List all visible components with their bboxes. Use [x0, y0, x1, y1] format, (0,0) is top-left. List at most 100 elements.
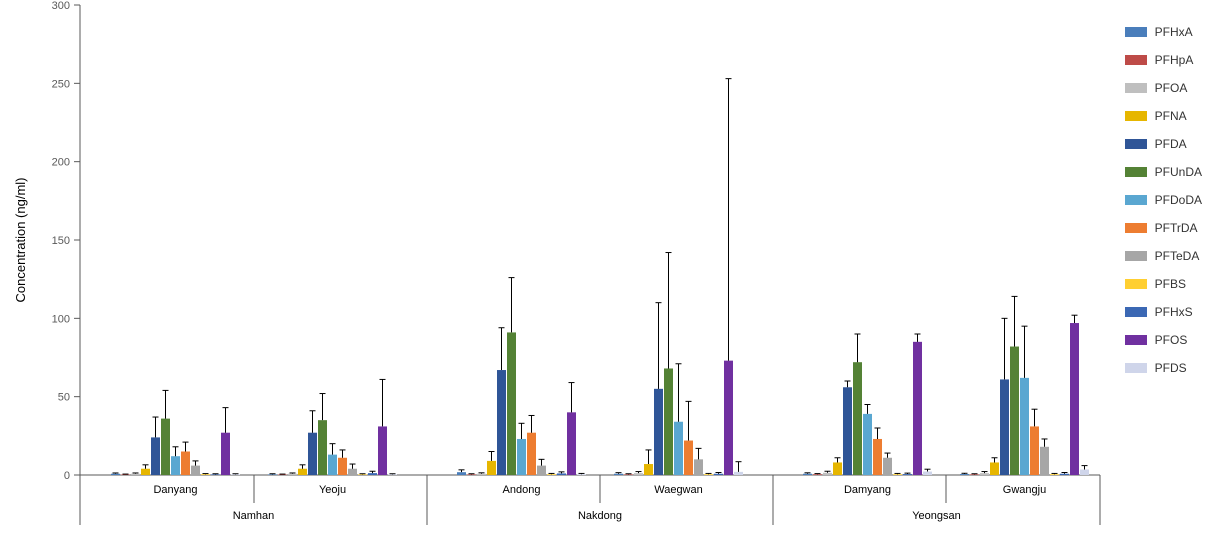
bar [467, 474, 476, 475]
bar [1060, 474, 1069, 475]
bar [477, 474, 486, 475]
y-axis-label: Concentration (ng/ml) [13, 178, 28, 303]
site-label: Danyang [153, 484, 197, 496]
bar [1010, 347, 1019, 475]
bar [527, 433, 536, 475]
legend-swatch [1125, 223, 1147, 233]
bar [507, 332, 516, 475]
bar [348, 469, 357, 475]
y-tick: 0 [64, 470, 70, 482]
site-label: Damyang [844, 484, 891, 496]
bar [171, 456, 180, 475]
bar [823, 473, 832, 475]
y-tick: 200 [52, 157, 70, 169]
legend-label: PFDA [1155, 132, 1187, 156]
legend-item: PFTeDA [1125, 244, 1202, 268]
group-label: Yeongsan [912, 510, 961, 522]
bar [704, 474, 713, 475]
bar [624, 474, 633, 475]
legend-swatch [1125, 111, 1147, 121]
bar [913, 342, 922, 475]
bar [1040, 447, 1049, 475]
legend-item: PFBS [1125, 272, 1202, 296]
bar [803, 474, 812, 475]
bar [1080, 470, 1089, 475]
legend-item: PFNA [1125, 104, 1202, 128]
site-label: Andong [503, 484, 541, 496]
legend-label: PFDS [1155, 356, 1187, 380]
bar [487, 461, 496, 475]
bar [358, 474, 367, 475]
bar [694, 459, 703, 475]
bar [674, 422, 683, 475]
legend-swatch [1125, 83, 1147, 93]
legend-swatch [1125, 335, 1147, 345]
bar [221, 433, 230, 475]
bar [1000, 379, 1009, 475]
bar [863, 414, 872, 475]
legend-item: PFDA [1125, 132, 1202, 156]
bar [664, 368, 673, 475]
bar [714, 474, 723, 475]
bar [141, 469, 150, 475]
legend-label: PFBS [1155, 272, 1186, 296]
bar [960, 474, 969, 475]
legend-item: PFHxS [1125, 300, 1202, 324]
bar [734, 472, 743, 475]
chart-container: 050100150200250300Concentration (ng/ml)D… [0, 0, 1232, 545]
legend-label: PFTrDA [1155, 216, 1198, 240]
bar [893, 474, 902, 475]
bar [903, 474, 912, 475]
bar [970, 474, 979, 475]
bar [1020, 378, 1029, 475]
bar [684, 441, 693, 475]
bar [268, 474, 277, 475]
bar [724, 361, 733, 475]
bar [557, 473, 566, 475]
bar [547, 474, 556, 475]
legend-item: PFDoDA [1125, 188, 1202, 212]
bar [813, 474, 822, 475]
legend-swatch [1125, 167, 1147, 177]
group-label: Nakdong [578, 510, 622, 522]
bar [288, 474, 297, 475]
bar [318, 420, 327, 475]
bar [308, 433, 317, 475]
bar [634, 473, 643, 475]
bar [577, 474, 586, 475]
bar [654, 389, 663, 475]
y-tick: 250 [52, 78, 70, 90]
y-tick: 50 [58, 392, 70, 404]
legend-swatch [1125, 307, 1147, 317]
bar [457, 472, 466, 475]
legend-swatch [1125, 279, 1147, 289]
legend-label: PFOS [1155, 328, 1188, 352]
y-tick: 150 [52, 235, 70, 247]
legend-label: PFUnDA [1155, 160, 1202, 184]
legend: PFHxA PFHpA PFOA PFNA PFDA PFUnDA PFDoDA PFTrDA… [1125, 20, 1202, 384]
legend-label: PFDoDA [1155, 188, 1202, 212]
bar [853, 362, 862, 475]
bar [201, 474, 210, 475]
bar [368, 473, 377, 475]
bar [181, 452, 190, 476]
bar [131, 474, 140, 475]
bar [161, 419, 170, 475]
legend-item: PFHxA [1125, 20, 1202, 44]
legend-label: PFHpA [1155, 48, 1194, 72]
bar [537, 466, 546, 475]
chart-svg: 050100150200250300Concentration (ng/ml)D… [0, 0, 1232, 545]
bar [231, 474, 240, 475]
site-label: Waegwan [654, 484, 703, 496]
bar [497, 370, 506, 475]
bar [923, 472, 932, 475]
bar [378, 426, 387, 475]
site-label: Yeoju [319, 484, 346, 496]
bar [211, 474, 220, 475]
bar [1070, 323, 1079, 475]
legend-label: PFNA [1155, 104, 1187, 128]
bar [883, 458, 892, 475]
legend-label: PFOA [1155, 76, 1188, 100]
bar [644, 464, 653, 475]
legend-item: PFTrDA [1125, 216, 1202, 240]
